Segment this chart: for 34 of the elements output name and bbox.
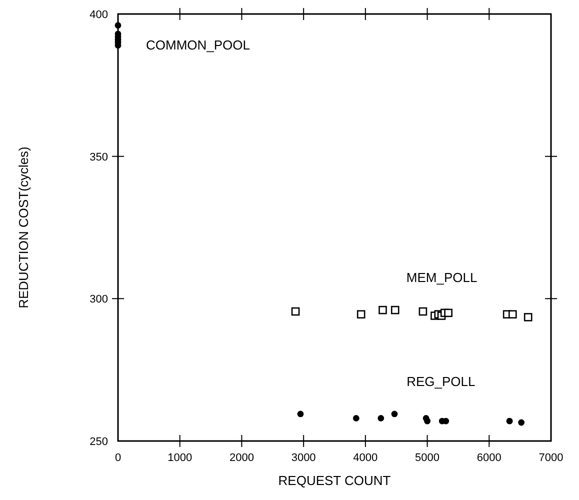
point (506, 418, 513, 424)
series-label: COMMON_POOL (146, 37, 250, 52)
point (518, 419, 525, 426)
y-tick-label: 300 (90, 294, 108, 306)
y-tick-label: 350 (90, 151, 108, 164)
x-tick-label: 6000 (476, 452, 502, 464)
x-axis-title: REQUEST COUNT (278, 473, 391, 488)
point (297, 410, 304, 418)
point (444, 308, 452, 318)
series-label: MEM_POLL (406, 270, 478, 286)
point (418, 307, 428, 316)
y-tick-label: 250 (90, 436, 108, 448)
x-tick-label: 3000 (291, 452, 316, 464)
y-tick-label: 400 (90, 9, 108, 21)
point (442, 418, 450, 424)
series-label: REG_POLL (406, 374, 476, 389)
point (390, 306, 400, 314)
point (114, 22, 122, 29)
point (391, 410, 398, 418)
point (524, 313, 532, 322)
point (291, 307, 300, 316)
point (356, 310, 366, 318)
point (352, 415, 360, 422)
point (424, 418, 430, 424)
y-axis-title: REDUCTION COST(cycles) (16, 146, 31, 308)
point (378, 306, 387, 314)
point (508, 310, 517, 318)
x-tick-label: 2000 (229, 452, 254, 464)
x-tick-label: 4000 (353, 452, 378, 464)
x-tick-label: 5000 (415, 452, 440, 464)
x-tick-label: 1000 (168, 452, 192, 464)
x-tick-label: 7000 (538, 452, 564, 464)
x-tick-label: 0 (114, 452, 122, 464)
point (378, 415, 384, 422)
